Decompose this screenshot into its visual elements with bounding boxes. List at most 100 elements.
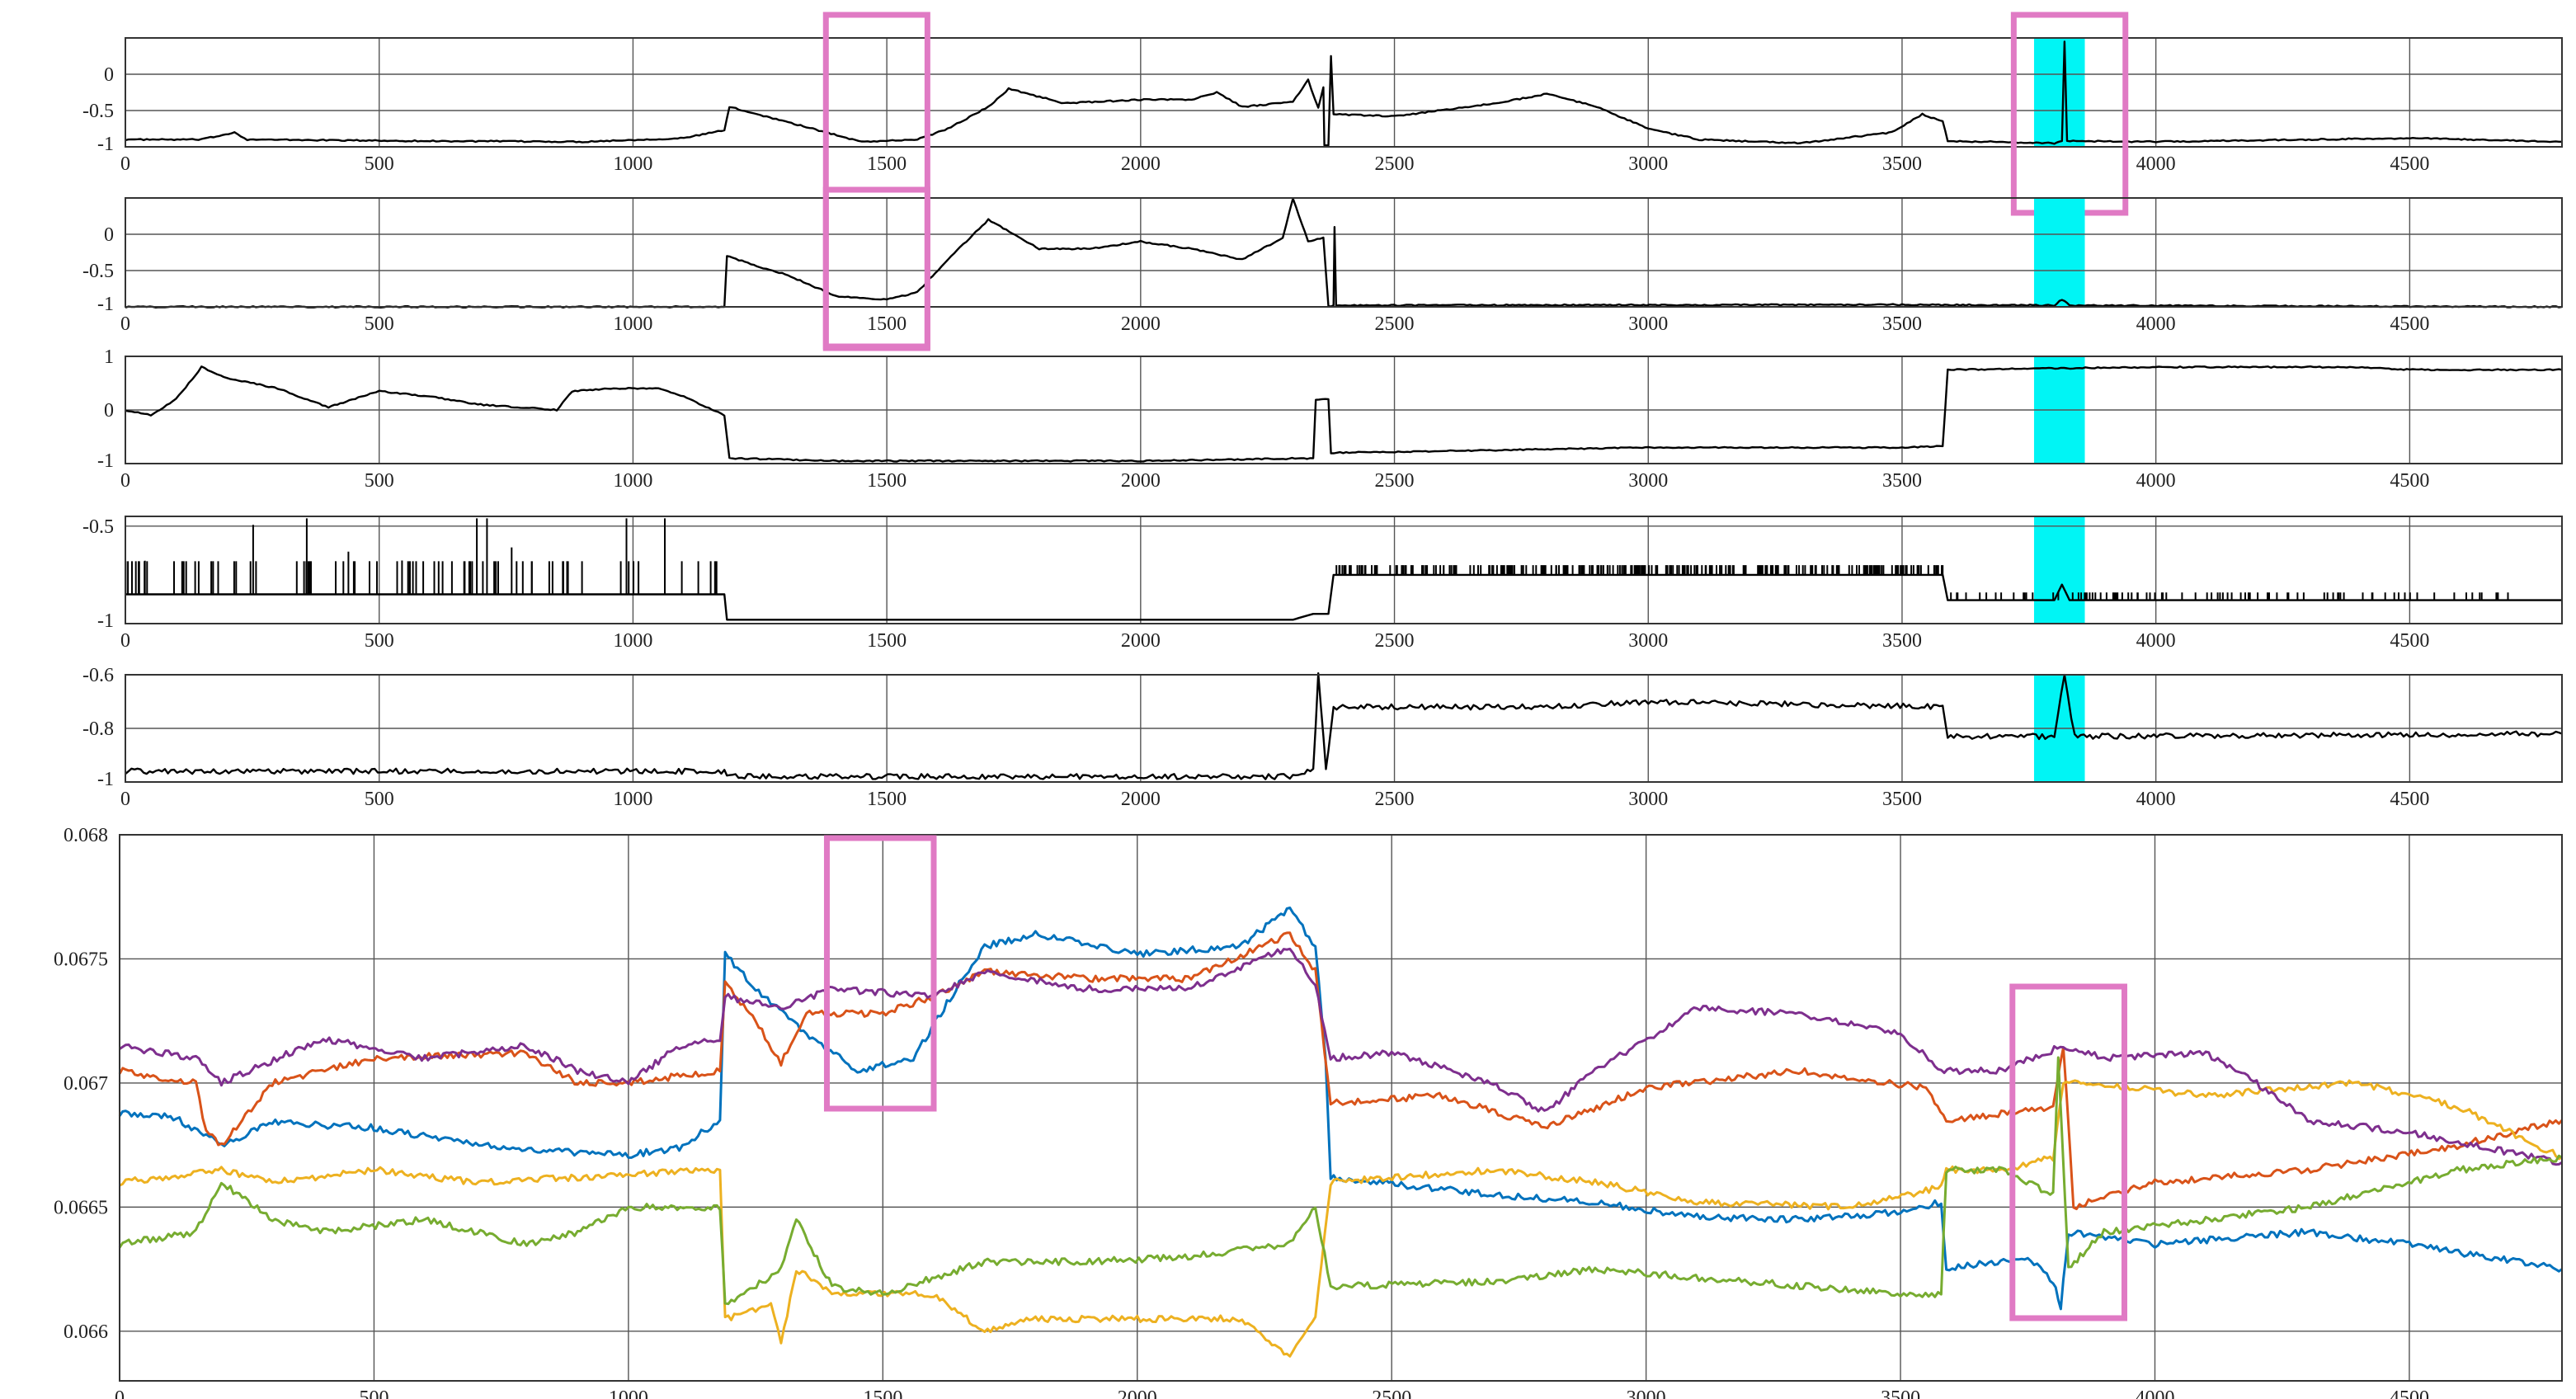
x-tick-label: 2000	[1121, 470, 1161, 492]
x-tick-label: 3500	[1882, 470, 1922, 492]
x-tick-label: 500	[365, 630, 394, 652]
y-tick-label: 0	[104, 400, 114, 422]
x-tick-label: 2500	[1372, 1387, 1411, 1399]
annotation-box	[822, 186, 930, 351]
series-line-1	[125, 573, 2562, 621]
plot-frame	[125, 37, 2563, 148]
highlight-band	[2033, 198, 2085, 307]
x-tick-label: 500	[365, 153, 394, 175]
y-tick-label: 0.066	[64, 1321, 108, 1343]
panel-4: 0 500 1000 1500 2000 2500 3000 3500 4000 4500 -0.5…	[82, 516, 2563, 652]
series-line-5	[118, 1056, 2563, 1306]
series-line-1	[125, 197, 2563, 309]
x-tick-label: 1500	[867, 470, 907, 492]
plot-frame	[125, 356, 2563, 464]
x-tick-label: 2000	[1121, 153, 1161, 175]
series-line-1	[125, 365, 2563, 463]
panel-1: 0 500 1000 1500 2000 2500 3000 3500 4000 4500 0 -0.…	[82, 12, 2563, 350]
x-tick-label: 1000	[613, 789, 652, 810]
x-tick-label: 4000	[2136, 470, 2176, 492]
x-tick-label: 2500	[1375, 789, 1415, 810]
x-tick-label: 4500	[2390, 1387, 2429, 1399]
x-tick-label: 2000	[1121, 789, 1161, 810]
x-tick-label: 3000	[1628, 470, 1668, 492]
x-tick-label: 1500	[867, 313, 907, 335]
x-tick-label: 1000	[613, 153, 652, 175]
x-tick-label: 1000	[613, 313, 652, 335]
x-tick-label: 2000	[1121, 313, 1161, 335]
y-tick-label: 0.068	[64, 825, 108, 846]
annotation-box	[2009, 983, 2127, 1321]
x-tick-label: 0	[120, 313, 130, 335]
y-tick-label: 0	[104, 64, 114, 86]
x-tick-label: 3000	[1628, 153, 1668, 175]
series-line-3	[119, 1079, 2563, 1358]
x-tick-label: 4500	[2390, 630, 2429, 652]
x-tick-label: 3000	[1627, 1387, 1666, 1399]
x-tick-label: 500	[359, 1387, 389, 1399]
x-tick-label: 4500	[2390, 470, 2429, 492]
y-tick-label: -0.5	[82, 101, 114, 122]
x-tick-label: 2500	[1375, 313, 1415, 335]
x-tick-label: 1500	[867, 153, 907, 175]
x-tick-label: 4500	[2390, 153, 2429, 175]
annotation-box	[823, 835, 937, 1112]
x-tick-label: 2000	[1118, 1387, 1157, 1399]
y-tick-label: -1	[97, 134, 114, 155]
x-tick-label: 0	[115, 1387, 125, 1399]
x-tick-label: 4000	[2136, 153, 2176, 175]
x-tick-label: 2500	[1375, 153, 1415, 175]
plot-frame	[125, 674, 2563, 783]
x-tick-label: 3500	[1882, 630, 1922, 652]
x-tick-label: 2500	[1375, 470, 1415, 492]
x-tick-label: 0	[120, 789, 130, 810]
y-tick-label: 0	[104, 224, 114, 246]
series-line-1	[125, 40, 2562, 147]
y-tick-label: 0.067	[64, 1073, 108, 1095]
x-tick-label: 4500	[2390, 789, 2429, 810]
y-tick-label: -0.5	[82, 261, 114, 282]
y-tick-label: -0.8	[82, 718, 114, 740]
x-tick-label: 2000	[1121, 630, 1161, 652]
y-tick-label: 1	[104, 346, 114, 368]
series-spikes	[125, 518, 2509, 601]
panel-2: 0 500 1000 1500 2000 2500 3000 3500 4000 4500 0 -0.…	[82, 186, 2563, 351]
x-tick-label: 3500	[1882, 153, 1922, 175]
x-tick-label: 0	[120, 630, 130, 652]
x-tick-label: 1500	[867, 789, 907, 810]
panel-5: 0 500 1000 1500 2000 2500 3000 3500 4000 4500 -0.6…	[82, 665, 2563, 810]
x-tick-label: 1500	[863, 1387, 902, 1399]
x-tick-label: 4000	[2136, 313, 2176, 335]
x-tick-label: 500	[365, 313, 394, 335]
highlight-band	[2033, 38, 2085, 147]
x-tick-label: 3500	[1882, 789, 1922, 810]
y-tick-label: -1	[97, 610, 114, 632]
x-tick-label: 4000	[2136, 789, 2176, 810]
x-tick-label: 1000	[613, 470, 652, 492]
panel-6: 0 500 1000 1500 2000 2500 3000 3500 4000 4500 0.06…	[54, 825, 2564, 1399]
highlight-band	[2033, 516, 2085, 624]
y-tick-label: -1	[97, 294, 114, 315]
x-tick-label: 500	[365, 470, 394, 492]
x-tick-label: 3000	[1628, 313, 1668, 335]
y-tick-label: 0.0675	[54, 949, 108, 970]
x-tick-label: 3000	[1628, 789, 1668, 810]
x-tick-label: 2500	[1375, 630, 1415, 652]
x-tick-label: 0	[120, 153, 130, 175]
x-tick-label: 0	[120, 470, 130, 492]
x-tick-label: 4500	[2390, 313, 2429, 335]
x-tick-label: 4000	[2136, 1387, 2175, 1399]
x-tick-label: 1000	[613, 630, 652, 652]
series-line-2	[118, 931, 2564, 1211]
y-tick-label: -1	[97, 769, 114, 790]
x-tick-label: 3000	[1628, 630, 1668, 652]
x-tick-label: 4000	[2136, 630, 2176, 652]
y-tick-label: 0.0665	[54, 1197, 108, 1218]
x-tick-label: 3500	[1882, 313, 1922, 335]
series-line-1	[118, 907, 2563, 1311]
x-tick-label: 1000	[609, 1387, 648, 1399]
series-line-1	[125, 672, 2563, 780]
plot-frame	[125, 516, 2563, 624]
y-tick-label: -0.5	[82, 516, 114, 538]
